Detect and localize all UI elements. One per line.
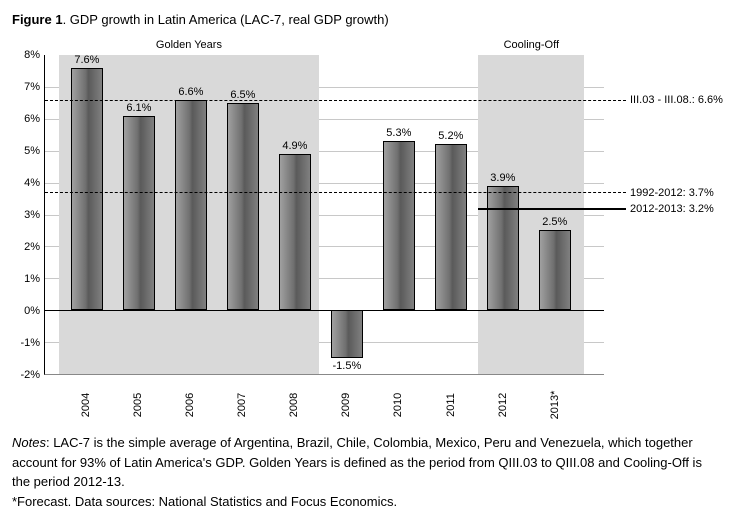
- reference-line: [45, 100, 626, 101]
- gdp-chart: -2% -1% 0% 1% 2% 3% 4% 5% 6% 7% 8% Golden Years Coo…: [12, 33, 722, 423]
- x-tick-label: 2006: [184, 393, 196, 417]
- bar-label: 6.6%: [178, 86, 203, 98]
- x-tick-label: 2008: [288, 393, 300, 417]
- reference-label: 1992-2012: 3.7%: [630, 187, 714, 199]
- x-tick-label: 2011: [445, 393, 457, 417]
- notes-body-2: *Forecast. Data sources: National Statis…: [12, 494, 397, 509]
- bar-2013*: [539, 230, 571, 310]
- plot-area: Golden YearsCooling-Off7.6%6.1%6.6%6.5%4…: [44, 55, 604, 375]
- y-tick-label: -1%: [20, 337, 40, 349]
- x-tick-label: 2012: [497, 393, 509, 417]
- notes-body-1: : LAC-7 is the simple average of Argenti…: [12, 435, 702, 489]
- x-tick-label: 2004: [80, 393, 92, 417]
- bar-2009: [331, 310, 363, 358]
- reference-line: [478, 208, 626, 210]
- x-tick-label: 2010: [392, 393, 404, 417]
- figure-caption: . GDP growth in Latin America (LAC-7, re…: [63, 12, 389, 27]
- x-tick-label: 2009: [340, 393, 352, 417]
- y-tick-label: 6%: [24, 113, 40, 125]
- notes-lead: Notes: [12, 435, 46, 450]
- figure-number: Figure 1: [12, 12, 63, 27]
- bar-label: 3.9%: [490, 172, 515, 184]
- y-tick-label: 0%: [24, 305, 40, 317]
- y-tick-label: 3%: [24, 209, 40, 221]
- bar-2012: [487, 186, 519, 310]
- y-tick-label: 1%: [24, 273, 40, 285]
- reference-label: 2012-2013: 3.2%: [630, 203, 714, 215]
- figure-title: Figure 1. GDP growth in Latin America (L…: [12, 12, 722, 27]
- bar-label: 6.1%: [126, 102, 151, 114]
- bar-2011: [435, 144, 467, 310]
- bar-label: 4.9%: [282, 140, 307, 152]
- reference-label: III.03 - III.08.: 6.6%: [630, 94, 723, 106]
- bar-label: 2.5%: [542, 216, 567, 228]
- bar-2008: [279, 154, 311, 310]
- bar-label: 7.6%: [74, 54, 99, 66]
- y-tick-label: 4%: [24, 177, 40, 189]
- x-tick-label: 2007: [236, 393, 248, 417]
- y-tick-label: -2%: [20, 369, 40, 381]
- y-axis: -2%-1%0%1%2%3%4%5%6%7%8%: [12, 55, 44, 375]
- figure-notes: Notes: LAC-7 is the simple average of Ar…: [12, 433, 712, 511]
- y-tick-label: 7%: [24, 81, 40, 93]
- x-tick-label: 2005: [132, 393, 144, 417]
- y-tick-label: 2%: [24, 241, 40, 253]
- bar-label: 5.2%: [438, 130, 463, 142]
- bar-label: -1.5%: [332, 360, 361, 372]
- region-label: Golden Years: [59, 39, 319, 51]
- bar-2007: [227, 103, 259, 310]
- bar-label: 5.3%: [386, 127, 411, 139]
- bar-2005: [123, 116, 155, 311]
- y-tick-label: 8%: [24, 49, 40, 61]
- bar-2004: [71, 68, 103, 310]
- bar-2006: [175, 100, 207, 311]
- y-tick-label: 5%: [24, 145, 40, 157]
- bar-2010: [383, 141, 415, 310]
- region-label: Cooling-Off: [478, 39, 584, 51]
- reference-line: [45, 192, 626, 193]
- zero-line: [45, 310, 604, 311]
- x-tick-label: 2013*: [549, 391, 561, 420]
